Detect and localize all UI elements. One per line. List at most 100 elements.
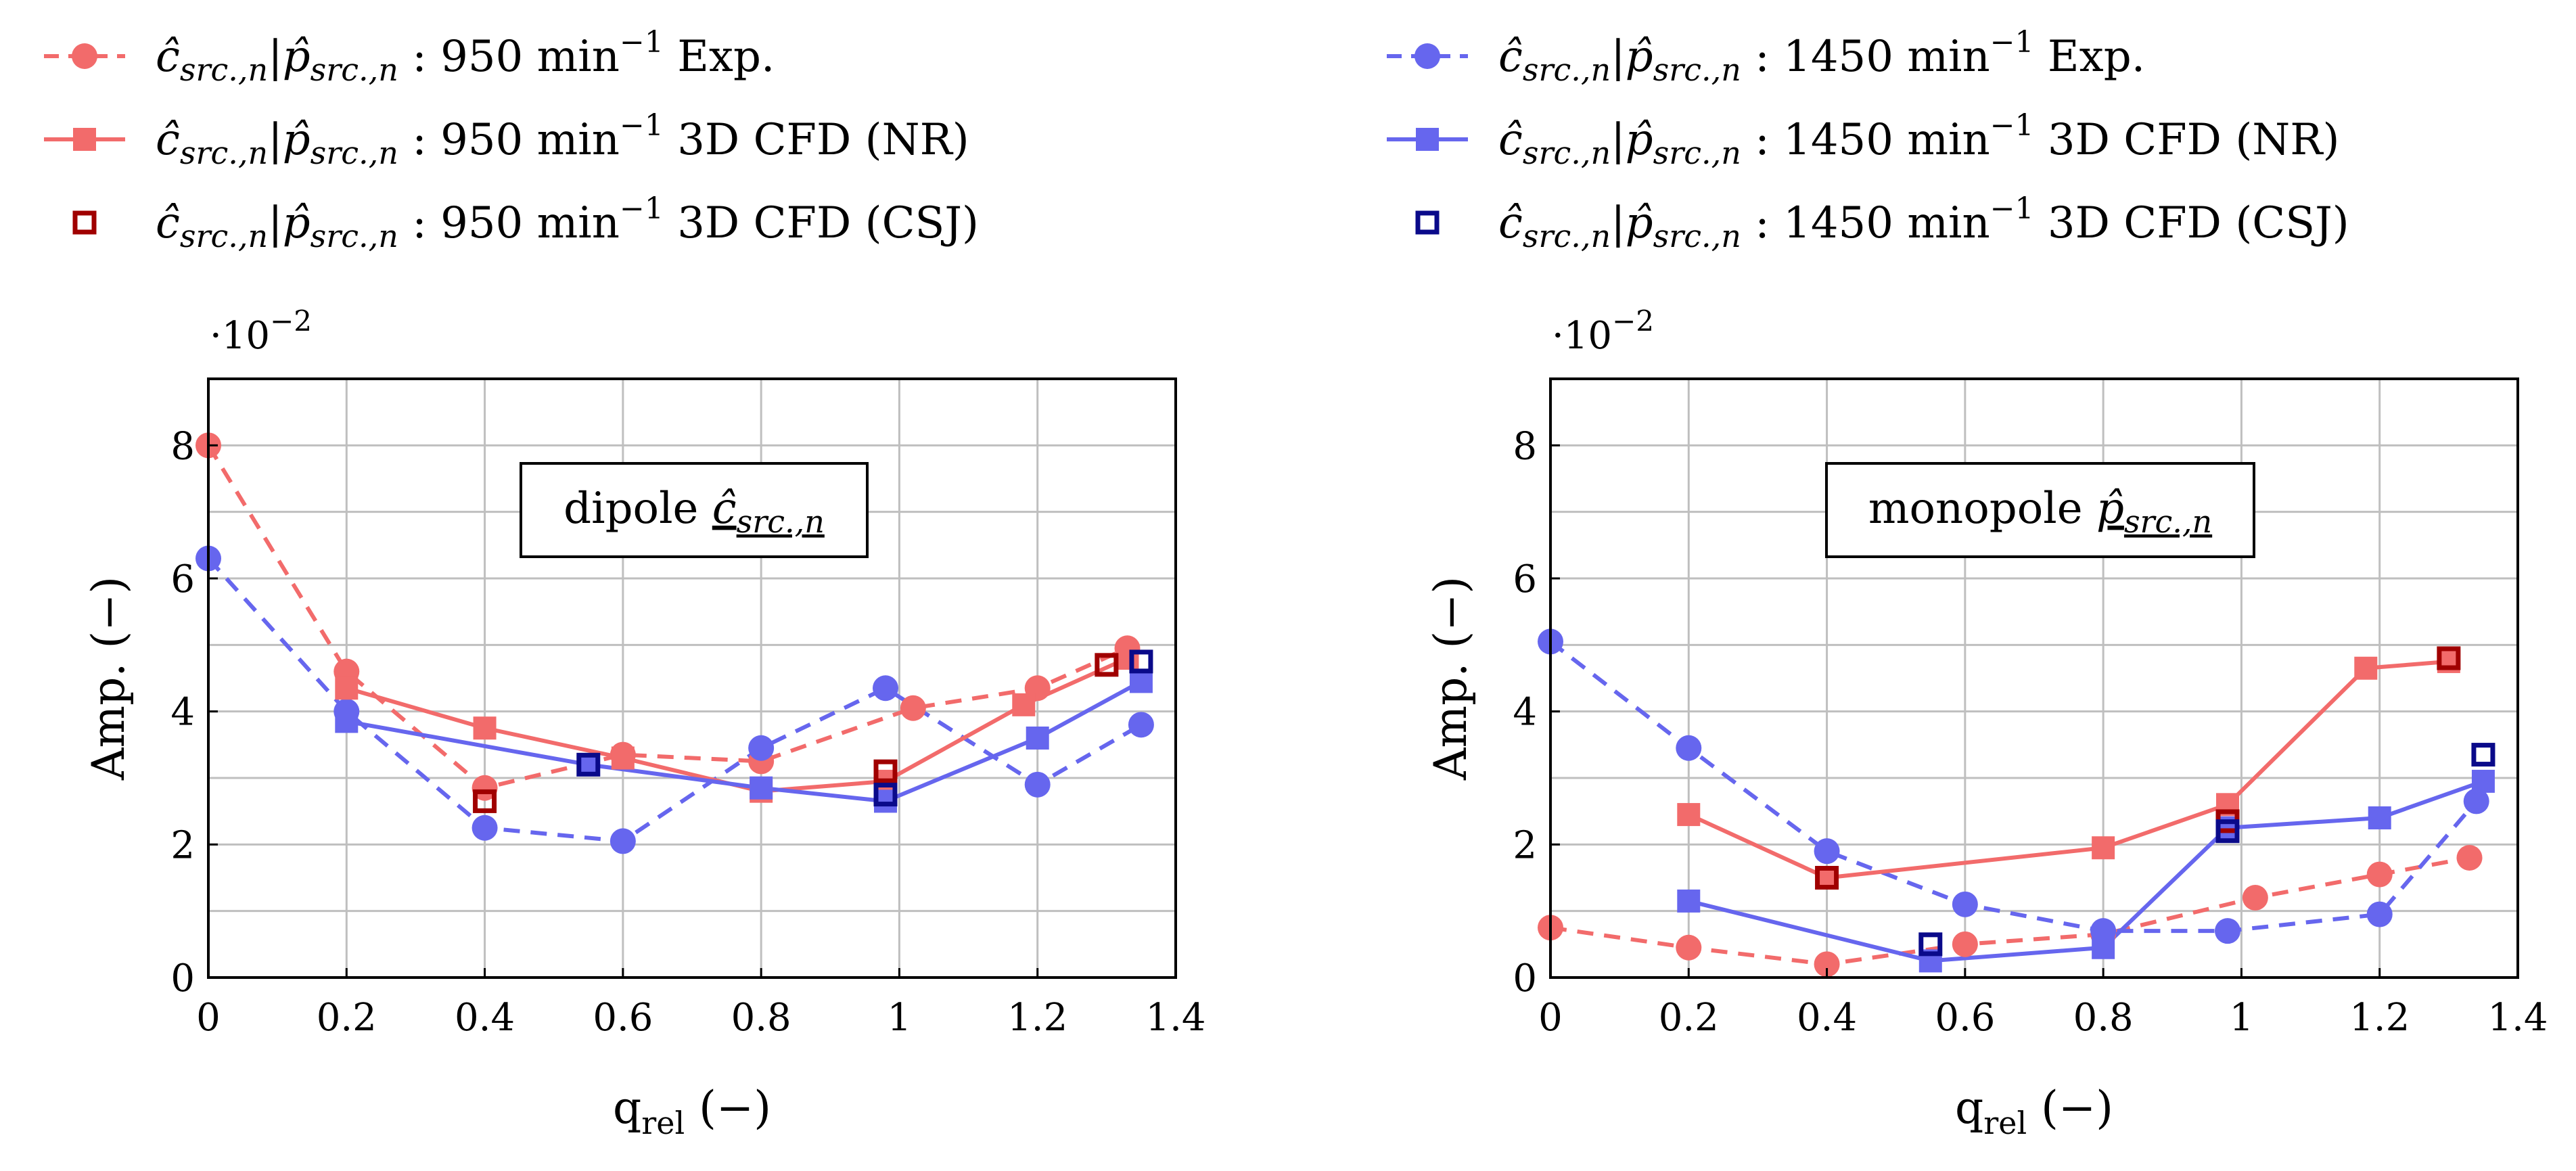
legend-right-label-2: ĉsrc.,n|p̂src.,n : 1450 min−1 3D CFD (CS… xyxy=(1498,191,2349,254)
data-point-s3-0 xyxy=(335,710,359,733)
legend-left-label-2: ĉsrc.,n|p̂src.,n : 950 min−1 3D CFD (CSJ… xyxy=(156,191,979,254)
data-point-s4-2 xyxy=(2437,646,2461,670)
data-point-s4-0 xyxy=(1815,866,1839,890)
data-point-s1-3 xyxy=(610,828,636,854)
data-point-s2-2 xyxy=(2092,836,2115,860)
data-point-s1-6 xyxy=(2366,901,2393,927)
annotation-box xyxy=(520,462,869,558)
data-point-s3-5 xyxy=(2471,769,2495,793)
data-point-s0-3 xyxy=(1952,931,1978,957)
legend-left-label-0: ĉsrc.,n|p̂src.,n : 950 min−1 Exp. xyxy=(156,25,775,88)
x-axis-label: qrel (−) xyxy=(1955,1082,2113,1141)
annotation-label: monopole p̂src.,n xyxy=(1868,484,2212,540)
data-point-s4-0 xyxy=(473,789,497,813)
chart-monopole: 0 0.2 0.4 0.6 0.8 1 1.2 1.4 0 2 4 6 8 ·10−2 qrel (−) Am… xyxy=(1425,304,2548,1141)
x-tick-label: 0.2 xyxy=(1659,996,1719,1040)
data-point-s5-1 xyxy=(2215,819,2240,844)
x-tick-label: 0.6 xyxy=(593,996,653,1040)
data-point-s1-1 xyxy=(1676,735,1702,761)
annotation-label: dipole ĉsrc.,n xyxy=(564,484,825,540)
y-tick-label: 0 xyxy=(1513,957,1537,1001)
y-axis-label: Amp. (−) xyxy=(83,576,135,781)
data-point-s2-0 xyxy=(335,676,359,700)
legend-right-entry-0: ĉsrc.,n|p̂src.,n : 1450 min−1 Exp. xyxy=(1387,25,2145,88)
data-point-s3-4 xyxy=(2368,806,2391,829)
plot-frame xyxy=(207,377,1177,979)
y-tick-label: 0 xyxy=(170,957,195,1001)
y-tick-label: 2 xyxy=(170,823,195,867)
legend-right: ĉsrc.,n|p̂src.,n : 1450 min−1 Exp. ĉsrc.,… xyxy=(1387,25,2349,254)
data-point-s3-2 xyxy=(2092,936,2115,959)
data-point-s1-6 xyxy=(1024,771,1051,798)
data-point-s0-2 xyxy=(1814,951,1840,978)
data-point-s0-7 xyxy=(2456,845,2483,871)
legend-right-label-0: ĉsrc.,n|p̂src.,n : 1450 min−1 Exp. xyxy=(1498,25,2145,88)
data-point-s1-2 xyxy=(1814,838,1840,865)
data-point-s1-7 xyxy=(1128,712,1154,738)
annotation-box xyxy=(1825,462,2255,558)
data-point-s5-2 xyxy=(1129,649,1153,674)
legend-left-entry-1: ĉsrc.,n|p̂src.,n : 950 min−1 3D CFD (NR) xyxy=(44,108,969,171)
legend-right-marker-sample-0 xyxy=(1414,43,1440,69)
series-line-0 xyxy=(1550,856,2470,967)
x-tick-label: 0.8 xyxy=(731,996,791,1040)
data-point-s0-5 xyxy=(2242,885,2268,911)
x-tick-label: 1.4 xyxy=(2487,996,2548,1040)
data-point-s0-6 xyxy=(2366,861,2393,888)
data-point-s5-0 xyxy=(576,752,601,777)
data-point-s3-5 xyxy=(1129,670,1153,693)
series-line-3 xyxy=(1688,779,2484,963)
data-point-s1-4 xyxy=(748,735,775,761)
x-tick-label: 1 xyxy=(888,996,912,1040)
x-tick-label: 0.4 xyxy=(455,996,515,1040)
y-axis-label: Amp. (−) xyxy=(1425,576,1477,781)
x-tick-label: 1.4 xyxy=(1145,996,1205,1040)
legend-right-label-1: ĉsrc.,n|p̂src.,n : 1450 min−1 3D CFD (NR… xyxy=(1498,108,2339,171)
x-axis-label: qrel (−) xyxy=(613,1082,771,1141)
x-tick-label: 0.6 xyxy=(1935,996,1995,1040)
x-tick-label: 0.2 xyxy=(317,996,377,1040)
data-point-s1-2 xyxy=(472,814,498,841)
legend-left-label-1: ĉsrc.,n|p̂src.,n : 950 min−1 3D CFD (NR) xyxy=(156,108,969,171)
series-line-1 xyxy=(1549,640,2478,934)
data-point-s0-1 xyxy=(1676,934,1702,961)
data-point-s0-2 xyxy=(472,775,498,801)
legend-right-entry-1: ĉsrc.,n|p̂src.,n : 1450 min−1 3D CFD (NR… xyxy=(1387,108,2339,171)
legend-left: ĉsrc.,n|p̂src.,n : 950 min−1 Exp. ĉsrc.,n… xyxy=(44,25,979,254)
y-tick-label: 4 xyxy=(170,691,195,735)
legend-left-entry-2: ĉsrc.,n|p̂src.,n : 950 min−1 3D CFD (CSJ… xyxy=(72,191,979,254)
legend-left-marker-sample-1 xyxy=(73,128,96,151)
x-tick-label: 1 xyxy=(2230,996,2254,1040)
y-scale-label: ·10−2 xyxy=(1552,304,1654,358)
legend-left-marker-sample-2 xyxy=(72,210,97,235)
y-tick-label: 8 xyxy=(170,424,195,468)
series-line-3 xyxy=(346,679,1143,804)
x-tick-label: 0 xyxy=(196,996,221,1040)
series-line-2 xyxy=(1688,659,2450,880)
y-tick-label: 6 xyxy=(170,557,195,601)
y-tick-label: 6 xyxy=(1513,557,1537,601)
data-point-s2-1 xyxy=(473,716,497,740)
chart-dipole: 0 0.2 0.4 0.6 0.8 1 1.2 1.4 0 2 4 6 8 ·10−2 qrel (−) Am… xyxy=(83,304,1206,1141)
data-point-s1-5 xyxy=(873,675,898,702)
data-point-s4-2 xyxy=(1095,653,1119,677)
x-tick-label: 0 xyxy=(1538,996,1563,1040)
data-point-s2-4 xyxy=(2354,656,2378,680)
data-point-s5-0 xyxy=(1918,932,1943,957)
y-tick-label: 8 xyxy=(1513,424,1537,468)
data-point-s3-4 xyxy=(1026,727,1049,750)
legend-left-marker-sample-0 xyxy=(72,43,97,69)
data-point-s1-5 xyxy=(2215,918,2240,944)
y-tick-label: 4 xyxy=(1513,691,1537,735)
data-point-s1-7 xyxy=(2463,788,2489,814)
data-point-s2-0 xyxy=(1677,803,1701,827)
data-point-s2-2 xyxy=(611,746,635,770)
data-point-s3-0 xyxy=(1677,889,1701,913)
legend-left-entry-0: ĉsrc.,n|p̂src.,n : 950 min−1 Exp. xyxy=(44,25,775,88)
legend-right-marker-sample-2 xyxy=(1415,210,1440,235)
series-line-1 xyxy=(206,557,1143,844)
legend-right-marker-sample-1 xyxy=(1416,128,1439,151)
data-point-s4-1 xyxy=(873,759,898,783)
series-line-0 xyxy=(206,444,1128,790)
